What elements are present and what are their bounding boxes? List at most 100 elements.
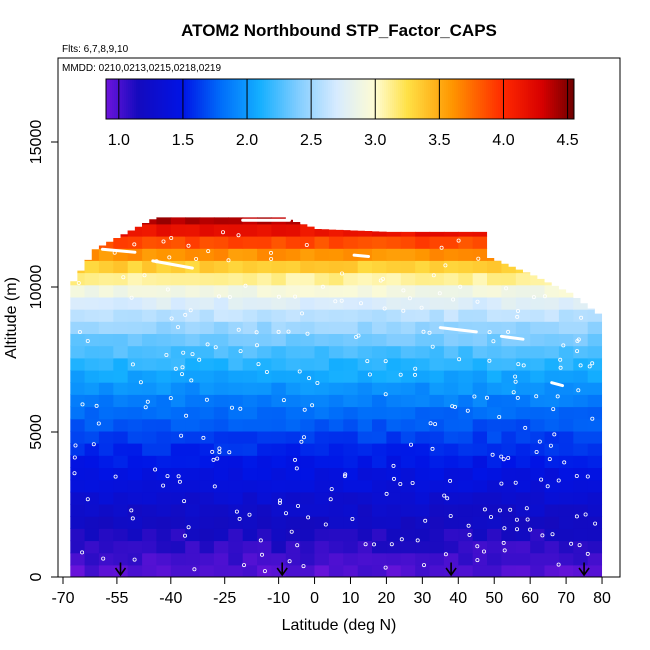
sample-point [211,457,216,462]
heatmap-cell [501,236,517,249]
heatmap-cell [487,284,502,298]
colorbar-swatch [204,79,207,119]
heatmap-cell [271,217,287,225]
sample-point [76,280,81,285]
heatmap-cell [228,455,244,468]
colorbar-swatch [490,79,493,119]
colorbar-swatch [368,79,371,119]
heatmap-cell [213,564,229,577]
heatmap-cell [285,540,301,554]
heatmap-cell [501,455,517,468]
heatmap-cell [257,418,273,432]
heatmap-cell [558,443,574,456]
heatmap-cell [271,333,287,347]
heatmap-cell [415,394,431,408]
colorbar-swatch [422,79,425,119]
heatmap-cell [228,309,244,322]
heatmap-cell [473,199,488,212]
heatmap-cell [357,296,373,310]
heatmap-cell [199,260,215,274]
heatmap-cell [530,284,546,298]
sample-point [168,396,173,401]
heatmap-cell [285,296,301,310]
heatmap-cell [501,564,517,577]
heatmap-cell [487,467,502,481]
colorbar-swatch [198,79,201,119]
heatmap-cell [257,430,273,444]
heatmap-cell [443,272,459,286]
heatmap-cell [127,309,143,322]
sample-point [534,449,539,454]
heatmap-cell [430,199,445,212]
heatmap-cell [170,418,186,432]
heatmap-cell [587,394,603,408]
heatmap-cell [458,357,474,371]
heatmap-cell [199,369,215,383]
heatmap-cell [285,223,301,237]
heatmap-cell [558,503,574,517]
profile-arrow-icon [578,562,590,577]
heatmap-cell [98,223,114,237]
heatmap-cell [357,564,373,577]
colorbar-swatch [268,79,271,119]
heatmap-cell [530,321,546,334]
heatmap-cell [573,260,589,274]
heatmap-cell [386,260,402,274]
heatmap-cell [113,199,128,212]
colorbar-swatch [210,79,213,119]
sample-point [310,403,315,408]
heatmap-cell [315,199,330,212]
heatmap-cell [300,223,316,237]
profile-arrow-icon [114,562,127,577]
heatmap-cell [271,248,287,261]
heatmap-cell [257,260,273,274]
heatmap-cell [515,248,531,261]
heatmap-cell [386,223,402,237]
heatmap-cell [185,491,201,505]
sample-point [569,541,574,546]
heatmap-cell [343,248,359,261]
heatmap-cell [213,503,229,517]
heatmap-cell [472,467,488,481]
heatmap-cell [185,564,201,577]
heatmap-cell [228,418,244,432]
heatmap-cell [142,418,158,432]
heatmap-cell [573,382,589,395]
heatmap-cell [314,503,330,517]
heatmap-cell [530,236,546,249]
heatmap-cell [358,199,373,212]
sample-point [229,405,234,410]
sample-point [323,522,328,527]
heatmap-cell [300,248,316,261]
y-axis-label: Altitude (m) [3,277,20,359]
heatmap-cell [501,260,517,274]
heatmap-cell [113,418,129,432]
heatmap-cell [472,430,488,444]
heatmap-cell [199,394,215,408]
heatmap-cell [458,382,474,395]
sample-point [513,374,518,379]
y-tick-label: 5000 [28,414,45,450]
x-tick-label: 40 [449,590,467,607]
heatmap-cell [286,199,301,212]
heatmap-cell [98,418,114,432]
colorbar-swatch [272,79,275,119]
heatmap-cell [285,552,301,566]
sample-point [421,563,426,568]
colorbar-swatch [526,79,529,119]
heatmap-cell [558,491,574,505]
heatmap-cell [573,491,589,505]
sample-point [487,358,492,363]
colorbar-swatch [286,79,289,119]
heatmap-cell [84,272,100,286]
colorbar-swatch [372,79,375,119]
colorbar-swatch [344,79,347,119]
colorbar-swatch [534,79,537,119]
sample-point [439,245,444,250]
heatmap-cell [487,443,502,456]
heatmap-cell [558,260,574,274]
heatmap-cell [170,345,186,359]
colorbar-swatch [370,79,373,119]
heatmap-cell [400,284,416,298]
heatmap-cell [213,443,229,456]
